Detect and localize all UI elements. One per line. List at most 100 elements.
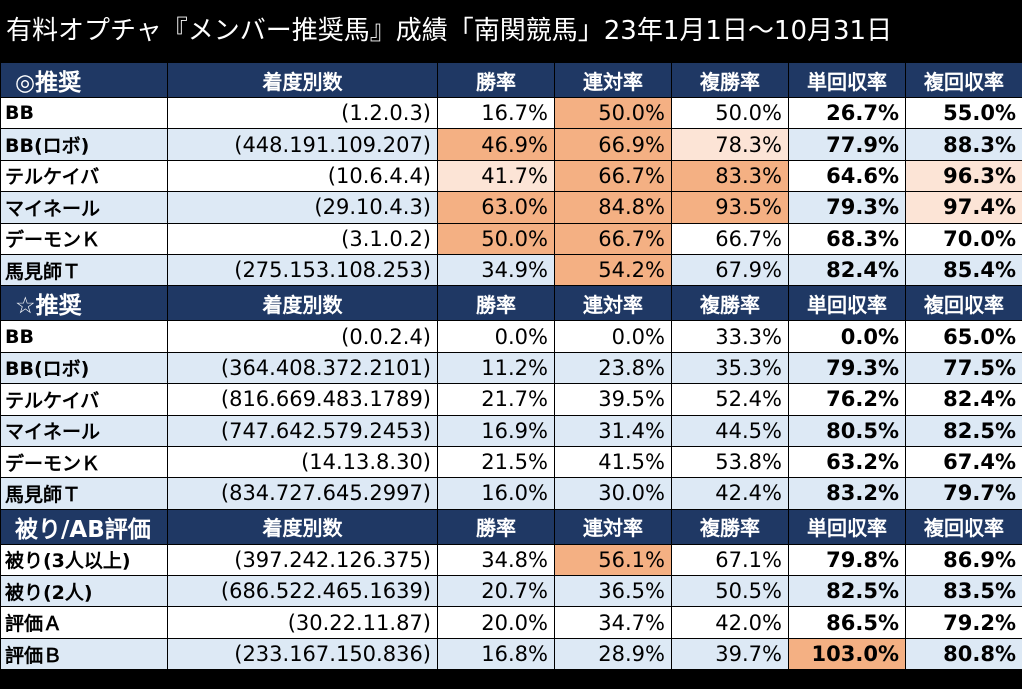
win-cell: 46.9% [437, 128, 555, 161]
table-row: テルケイバ (816.669.483.1789) 21.7% 39.5% 52.4% 76… [0, 383, 1022, 416]
row-label: BB(ロボ) [0, 128, 168, 161]
column-header: 複回収率 [905, 62, 1022, 98]
record-cell: (3.1.0.2) [167, 222, 438, 255]
row-label: 評価Ｂ [0, 637, 168, 671]
quinella-cell: 54.2% [554, 253, 672, 287]
place-return-cell: 85.4% [905, 253, 1022, 287]
quinella-cell: 50.0% [554, 96, 672, 130]
win-return-cell: 82.4% [788, 253, 906, 287]
quinella-cell: 31.4% [554, 414, 672, 447]
table-row: デーモンＫ (14.13.8.30) 21.5% 41.5% 53.8% 63.2% 67.… [0, 445, 1022, 479]
quinella-cell: 36.5% [554, 575, 672, 608]
section-label: ☆推奨 [0, 285, 168, 322]
place-return-cell: 65.0% [905, 320, 1022, 353]
row-label: BB(ロボ) [0, 351, 168, 385]
row-label: BB [0, 96, 168, 130]
place-return-cell: 83.5% [905, 575, 1022, 608]
column-header: 複勝率 [671, 508, 789, 545]
quinella-cell: 56.1% [554, 543, 672, 577]
quinella-cell: 23.8% [554, 351, 672, 385]
win-return-cell: 0.0% [788, 320, 906, 353]
place-cell: 35.3% [671, 351, 789, 385]
record-cell: (30.22.11.87) [167, 606, 438, 639]
results-table: ◎推奨 着度別数 勝率 連対率 複勝率 単回収率 複回収率 BB (1.2.0.3) 16.7% 5… [0, 62, 1022, 671]
table-row: BB (1.2.0.3) 16.7% 50.0% 50.0% 26.7% 55.0% [0, 96, 1022, 130]
place-return-cell: 80.8% [905, 637, 1022, 671]
quinella-cell: 66.7% [554, 159, 672, 193]
record-cell: (448.191.109.207) [167, 128, 438, 161]
place-cell: 67.9% [671, 253, 789, 287]
place-cell: 39.7% [671, 637, 789, 671]
place-return-cell: 82.5% [905, 414, 1022, 447]
quinella-cell: 0.0% [554, 320, 672, 353]
column-header: 単回収率 [788, 62, 906, 98]
win-cell: 0.0% [437, 320, 555, 353]
win-cell: 16.0% [437, 477, 555, 510]
table-row: 被り(2人) (686.522.465.1639) 20.7% 36.5% 50.5% 8… [0, 575, 1022, 608]
row-label: デーモンＫ [0, 222, 168, 255]
win-cell: 34.8% [437, 543, 555, 577]
place-cell: 83.3% [671, 159, 789, 193]
place-return-cell: 79.7% [905, 477, 1022, 510]
record-cell: (14.13.8.30) [167, 445, 438, 479]
win-cell: 20.0% [437, 606, 555, 639]
record-cell: (0.0.2.4) [167, 320, 438, 353]
win-return-cell: 82.5% [788, 575, 906, 608]
column-header: 単回収率 [788, 508, 906, 545]
place-cell: 50.5% [671, 575, 789, 608]
section-header: 被り/AB評価 着度別数 勝率 連対率 複勝率 単回収率 複回収率 [0, 508, 1022, 545]
place-cell: 53.8% [671, 445, 789, 479]
win-return-cell: 77.9% [788, 128, 906, 161]
row-label: テルケイバ [0, 383, 168, 416]
table-row: BB (0.0.2.4) 0.0% 0.0% 33.3% 0.0% 65.0% [0, 320, 1022, 353]
record-cell: (747.642.579.2453) [167, 414, 438, 447]
quinella-cell: 66.9% [554, 128, 672, 161]
win-return-cell: 103.0% [788, 637, 906, 671]
place-cell: 33.3% [671, 320, 789, 353]
win-return-cell: 79.8% [788, 543, 906, 577]
win-cell: 16.7% [437, 96, 555, 130]
page-title: 有料オプチャ『メンバー推奨馬』成績「南関競馬」23年1月1日～10月31日 [0, 0, 1022, 62]
win-return-cell: 64.6% [788, 159, 906, 193]
win-cell: 41.7% [437, 159, 555, 193]
quinella-cell: 28.9% [554, 637, 672, 671]
quinella-cell: 84.8% [554, 191, 672, 224]
win-return-cell: 79.3% [788, 191, 906, 224]
table-row: BB(ロボ) (448.191.109.207) 46.9% 66.9% 78.3% 77… [0, 128, 1022, 161]
place-return-cell: 55.0% [905, 96, 1022, 130]
column-header: 複回収率 [905, 508, 1022, 545]
table-row: マイネール (29.10.4.3) 63.0% 84.8% 93.5% 79.3% 97.4… [0, 191, 1022, 224]
section-header: ☆推奨 着度別数 勝率 連対率 複勝率 単回収率 複回収率 [0, 285, 1022, 322]
win-return-cell: 83.2% [788, 477, 906, 510]
column-header: 着度別数 [167, 508, 438, 545]
column-header: 勝率 [437, 62, 555, 98]
win-return-cell: 68.3% [788, 222, 906, 255]
column-header: 複回収率 [905, 285, 1022, 322]
place-cell: 93.5% [671, 191, 789, 224]
record-cell: (364.408.372.2101) [167, 351, 438, 385]
win-return-cell: 79.3% [788, 351, 906, 385]
win-cell: 16.9% [437, 414, 555, 447]
column-header: 着度別数 [167, 285, 438, 322]
win-cell: 50.0% [437, 222, 555, 255]
table-row: BB(ロボ) (364.408.372.2101) 11.2% 23.8% 35.3% 7… [0, 351, 1022, 385]
place-return-cell: 88.3% [905, 128, 1022, 161]
place-cell: 44.5% [671, 414, 789, 447]
win-return-cell: 63.2% [788, 445, 906, 479]
row-label: デーモンＫ [0, 445, 168, 479]
place-return-cell: 79.2% [905, 606, 1022, 639]
place-cell: 50.0% [671, 96, 789, 130]
place-return-cell: 86.9% [905, 543, 1022, 577]
column-header: 単回収率 [788, 285, 906, 322]
record-cell: (1.2.0.3) [167, 96, 438, 130]
table-row: 馬見師Ｔ (275.153.108.253) 34.9% 54.2% 67.9% 82.4… [0, 253, 1022, 287]
row-label: テルケイバ [0, 159, 168, 193]
win-cell: 20.7% [437, 575, 555, 608]
place-return-cell: 70.0% [905, 222, 1022, 255]
place-return-cell: 77.5% [905, 351, 1022, 385]
win-return-cell: 86.5% [788, 606, 906, 639]
table-row: 評価Ｂ (233.167.150.836) 16.8% 28.9% 39.7% 103.0… [0, 637, 1022, 671]
record-cell: (233.167.150.836) [167, 637, 438, 671]
row-label: BB [0, 320, 168, 353]
table-row: テルケイバ (10.6.4.4) 41.7% 66.7% 83.3% 64.6% 96.3% [0, 159, 1022, 193]
